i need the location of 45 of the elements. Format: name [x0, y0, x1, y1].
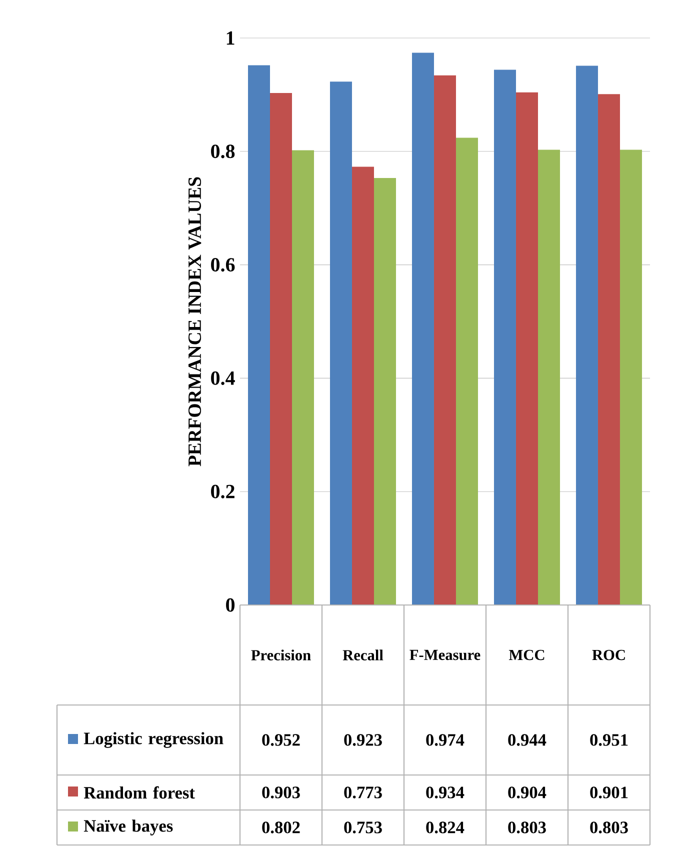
- legend-label: Random forest: [84, 786, 195, 799]
- bar: [330, 82, 352, 605]
- data-label: 0.952: [262, 734, 300, 746]
- bar: [494, 70, 516, 605]
- data-label: 0.903: [262, 786, 300, 798]
- bar: [598, 94, 620, 605]
- data-label: 0.803: [590, 822, 628, 834]
- bar: [412, 52, 434, 605]
- y-tick-label: 0.2: [211, 484, 234, 498]
- bar: [620, 150, 642, 605]
- legend-label: Logistic regression: [84, 732, 224, 748]
- y-axis-title: PERFORMANCE INDEX VALUES: [188, 177, 202, 466]
- bar: [270, 93, 292, 605]
- x-tick-label: Precision: [251, 650, 311, 660]
- x-tick-label: Recall: [342, 650, 384, 660]
- data-label: 0.923: [344, 734, 382, 746]
- y-tick-label: 0: [226, 598, 235, 612]
- bar: [352, 166, 374, 605]
- data-label: 0.951: [590, 734, 628, 746]
- y-tick-label: 0.6: [211, 258, 235, 272]
- data-label: 0.944: [508, 734, 546, 746]
- bar: [456, 138, 478, 605]
- x-tick-label: F-Measure: [410, 650, 480, 660]
- y-tick-label: 0.4: [211, 371, 235, 385]
- y-tick-label: 1: [226, 31, 234, 45]
- data-label: 0.773: [344, 786, 382, 798]
- legend-label: Naïve bayes: [84, 820, 173, 836]
- bar: [248, 65, 270, 605]
- data-label: 0.803: [508, 822, 546, 834]
- bar: [516, 92, 538, 605]
- bar: [576, 66, 598, 605]
- bar: [374, 178, 396, 605]
- bar: [538, 150, 560, 605]
- y-tick-label: 0.8: [211, 144, 235, 158]
- data-label: 0.753: [344, 822, 382, 834]
- x-tick-label: ROC: [592, 650, 625, 660]
- data-label: 0.934: [426, 786, 464, 798]
- data-label: 0.802: [262, 822, 300, 834]
- bar: [292, 150, 314, 605]
- data-label: 0.974: [426, 734, 464, 746]
- data-label: 0.904: [508, 786, 546, 798]
- data-label: 0.824: [426, 822, 464, 834]
- x-tick-label: MCC: [508, 650, 544, 660]
- bar: [434, 75, 456, 605]
- data-label: 0.901: [590, 786, 628, 798]
